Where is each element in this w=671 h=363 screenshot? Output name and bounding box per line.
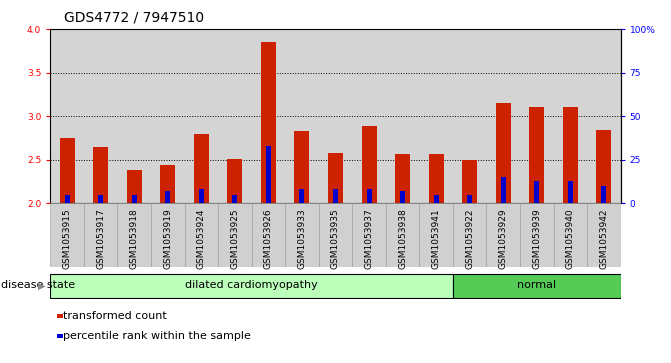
Bar — [199, 189, 204, 203]
Bar — [185, 203, 218, 267]
Bar — [587, 203, 621, 267]
Bar — [218, 29, 252, 203]
Bar — [319, 29, 352, 203]
Bar — [261, 42, 276, 203]
Text: percentile rank within the sample: percentile rank within the sample — [64, 331, 252, 341]
Bar — [98, 195, 103, 203]
Bar — [227, 159, 242, 203]
Bar — [529, 107, 544, 203]
Bar — [50, 203, 84, 267]
Bar — [419, 203, 453, 267]
Bar — [568, 181, 573, 203]
Bar — [319, 203, 352, 267]
Bar — [84, 29, 117, 203]
Bar — [554, 203, 587, 267]
Bar — [597, 130, 611, 203]
Bar — [285, 29, 319, 203]
Bar — [395, 155, 410, 203]
Bar — [366, 189, 372, 203]
Bar — [165, 191, 170, 203]
FancyBboxPatch shape — [453, 274, 621, 298]
Bar — [132, 195, 137, 203]
Bar — [496, 103, 511, 203]
Bar — [419, 29, 453, 203]
Bar — [429, 154, 444, 203]
Bar — [352, 29, 386, 203]
Bar — [50, 29, 84, 203]
Text: GSM1053929: GSM1053929 — [499, 208, 508, 269]
Bar — [266, 146, 271, 203]
Bar — [587, 29, 621, 203]
Bar — [252, 29, 285, 203]
Text: GSM1053937: GSM1053937 — [364, 208, 374, 269]
Bar — [400, 191, 405, 203]
Text: ▶: ▶ — [38, 280, 46, 290]
Bar — [117, 203, 151, 267]
Text: GSM1053933: GSM1053933 — [297, 208, 307, 269]
Text: normal: normal — [517, 280, 556, 290]
Text: GSM1053922: GSM1053922 — [465, 208, 474, 269]
Bar — [386, 29, 419, 203]
Bar — [333, 189, 338, 203]
Bar — [386, 203, 419, 267]
Bar — [433, 195, 439, 203]
Bar — [328, 153, 343, 203]
Text: GSM1053942: GSM1053942 — [599, 208, 609, 269]
Bar — [232, 195, 238, 203]
Text: GSM1053918: GSM1053918 — [130, 208, 139, 269]
Bar — [563, 107, 578, 203]
Text: GSM1053915: GSM1053915 — [62, 208, 72, 269]
Bar — [194, 134, 209, 203]
Text: transformed count: transformed count — [64, 311, 167, 321]
Bar — [486, 29, 520, 203]
Bar — [534, 181, 539, 203]
Bar — [453, 29, 486, 203]
Bar — [601, 186, 607, 203]
Bar — [185, 29, 218, 203]
Bar — [64, 195, 70, 203]
Text: GSM1053940: GSM1053940 — [566, 208, 575, 269]
Bar — [362, 126, 376, 203]
Text: GSM1053935: GSM1053935 — [331, 208, 340, 269]
Text: GSM1053939: GSM1053939 — [532, 208, 541, 269]
Bar — [160, 165, 175, 203]
Bar — [295, 131, 309, 203]
Text: dilated cardiomyopathy: dilated cardiomyopathy — [185, 280, 318, 290]
Bar — [462, 160, 477, 203]
Text: GSM1053925: GSM1053925 — [230, 208, 240, 269]
FancyBboxPatch shape — [50, 274, 453, 298]
Text: GDS4772 / 7947510: GDS4772 / 7947510 — [64, 11, 204, 25]
Bar — [84, 203, 117, 267]
Bar — [252, 203, 285, 267]
Bar — [501, 177, 506, 203]
Text: GSM1053924: GSM1053924 — [197, 208, 206, 269]
Bar — [218, 203, 252, 267]
Bar — [554, 29, 587, 203]
Text: GSM1053919: GSM1053919 — [163, 208, 172, 269]
Bar — [486, 203, 520, 267]
Bar — [117, 29, 151, 203]
Bar — [285, 203, 319, 267]
Bar — [93, 147, 108, 203]
Bar — [299, 189, 305, 203]
Bar — [352, 203, 386, 267]
Bar — [127, 170, 142, 203]
Bar — [520, 203, 554, 267]
Bar — [467, 195, 472, 203]
Bar — [151, 29, 185, 203]
Text: GSM1053938: GSM1053938 — [398, 208, 407, 269]
Text: GSM1053917: GSM1053917 — [96, 208, 105, 269]
Text: disease state: disease state — [1, 280, 75, 290]
Bar — [60, 138, 74, 203]
Text: GSM1053941: GSM1053941 — [431, 208, 441, 269]
Text: GSM1053926: GSM1053926 — [264, 208, 273, 269]
Bar — [151, 203, 185, 267]
Bar — [520, 29, 554, 203]
Bar — [453, 203, 486, 267]
